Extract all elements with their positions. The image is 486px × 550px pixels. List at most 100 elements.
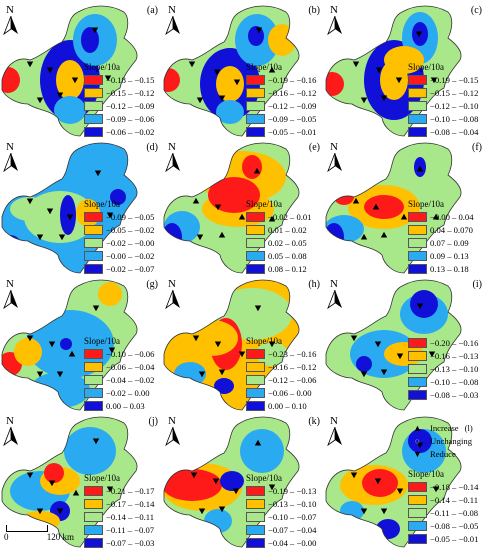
- trend-key: ▲ Increase (l) ○ Unchanging ▼ Reduce: [408, 421, 473, 460]
- legend-range: 0.13 – 0.18: [430, 263, 469, 274]
- trend-map: [325, 5, 462, 137]
- legend-swatch: [84, 348, 103, 359]
- station-increase-marker: [218, 231, 226, 238]
- slope-zone: [410, 290, 438, 318]
- legend-item: −0.13 – −0.10: [408, 362, 478, 375]
- station-reduce-marker: [396, 488, 404, 495]
- station-increase-marker: [416, 165, 424, 172]
- north-letter: N: [168, 141, 176, 153]
- north-arrow-icon: N: [3, 4, 19, 36]
- station-increase-marker: [380, 231, 388, 238]
- legend-item: −0.05 – −0.01: [408, 532, 478, 545]
- legend-item: −0.08 – −0.04: [408, 125, 478, 137]
- station-reduce-marker: [94, 170, 102, 177]
- legend: Slope/10a −0.10 – −0.06 −0.06 – −0.04 −0.04…: [84, 336, 154, 411]
- station-reduce-marker: [350, 472, 358, 479]
- legend-item: 0.00 – 0.10: [246, 399, 316, 411]
- station-increase-marker: [238, 213, 246, 220]
- legend-range: −0.08 – −0.04: [430, 126, 479, 137]
- legend-range: 0.04 – 0.070: [430, 224, 473, 235]
- station-reduce-marker: [238, 351, 246, 358]
- slope-zone: [214, 378, 234, 394]
- legend: Slope/10a −0.09 – −0.05 −0.05 – −0.02 −0.02…: [84, 199, 154, 274]
- map-panel: N Slope/10a −0.18 – −0.14 −0.14 – −0.11 −0.1…: [324, 411, 486, 548]
- legend-title: Slope/10a: [246, 473, 282, 483]
- slope-zone: [376, 519, 400, 539]
- legend-item: −0.10 – −0.07: [246, 510, 316, 523]
- legend-swatch: [246, 74, 265, 85]
- legend-range: −0.20 – −0.16: [430, 337, 479, 348]
- trend-key-increase: ▲ Increase (l): [408, 421, 473, 434]
- legend-swatch: [408, 74, 427, 85]
- legend-item: −0.18 – −0.15: [84, 73, 154, 86]
- legend-title: Slope/10a: [408, 199, 444, 209]
- legend-swatch: [408, 211, 427, 222]
- legend-item: −0.19 – −0.15: [408, 73, 478, 86]
- map-panel: (a) N Slope/10a −0.18 – −0.15 −0.15 – −0.12 −…: [0, 0, 162, 137]
- legend-range: −0.06 – −0.04: [106, 361, 155, 372]
- station-reduce-marker: [56, 371, 64, 378]
- trend-map: [163, 279, 300, 411]
- north-arrow-icon: N: [165, 278, 181, 310]
- slope-zone: [334, 189, 354, 205]
- legend-title: Slope/10a: [246, 199, 282, 209]
- legend-item: −0.14 – −0.11: [408, 493, 478, 506]
- legend-item: −0.11 – −0.07: [84, 523, 154, 536]
- legend-swatch: [408, 126, 427, 137]
- legend-range: −0.19 – −0.16: [268, 74, 317, 85]
- station-reduce-marker: [36, 508, 44, 515]
- legend-swatch: [84, 224, 103, 235]
- region-boundary: [325, 142, 462, 274]
- legend-swatch: [84, 485, 103, 496]
- legend-swatch: [246, 511, 265, 522]
- legend: Slope/10a −0.19 – −0.16 −0.16 – −0.12 −0.12…: [246, 62, 316, 137]
- north-letter: N: [168, 415, 176, 427]
- legend-swatch: [408, 87, 427, 98]
- station-reduce-marker: [214, 341, 222, 348]
- north-arrow-icon: N: [327, 415, 343, 447]
- legend-range: −0.15 – −0.12: [106, 87, 155, 98]
- legend-title: Slope/10a: [84, 336, 120, 346]
- region-boundary: [1, 416, 138, 548]
- legend-item: −0.19 – −0.13: [246, 484, 316, 497]
- legend: Slope/10a −0.00 – 0.04 0.04 – 0.070 0.07 – …: [408, 199, 474, 274]
- legend-range: 0.00 – 0.03: [106, 400, 145, 411]
- slope-zone: [362, 469, 398, 497]
- scale-bar-line: [6, 525, 48, 532]
- station-reduce-marker: [192, 335, 200, 342]
- station-increase-marker: [268, 215, 276, 222]
- legend-range: −0.08 – −0.05: [430, 520, 479, 531]
- legend-range: −0.23 – −0.16: [268, 348, 317, 359]
- legend-item: −0.09 – −0.05: [246, 112, 316, 125]
- slope-zone: [81, 27, 99, 53]
- trend-map: [1, 142, 138, 274]
- legend-swatch: [408, 113, 427, 124]
- legend-range: −0.16 – −0.13: [430, 350, 479, 361]
- map-panel: (d) N Slope/10a −0.09 – −0.05 −0.05 – −0.02 −…: [0, 137, 162, 274]
- legend-range: −0.21 – −0.17: [106, 485, 155, 496]
- station-reduce-marker: [428, 351, 436, 358]
- station-reduce-marker: [213, 69, 221, 76]
- reduce-symbol-icon: ▼: [413, 448, 422, 459]
- legend-item: 0.07 – 0.09: [408, 236, 474, 249]
- panel-label: (h): [308, 279, 320, 290]
- legend-item: −0.13 – −0.10: [246, 497, 316, 510]
- north-arrow-icon: N: [3, 141, 19, 173]
- legend-swatch: [84, 374, 103, 385]
- legend-item: −0.12 – −0.06: [246, 373, 316, 386]
- trend-map: [163, 416, 300, 548]
- legend-item: −0.09 – −0.05: [84, 210, 154, 223]
- station-increase-marker: [192, 197, 200, 204]
- legend-range: −0.06 – −0.02: [106, 126, 155, 137]
- legend-title: Slope/10a: [408, 62, 444, 72]
- legend-range: −0.13 – −0.10: [430, 363, 479, 374]
- trend-key-reduce: ▼ Reduce: [408, 447, 473, 460]
- legend-title: Slope/10a: [84, 473, 120, 483]
- legend-swatch: [84, 387, 103, 398]
- north-letter: N: [6, 278, 14, 290]
- trend-map: [1, 279, 138, 411]
- slope-zone: [44, 463, 64, 483]
- trend-map: [325, 142, 462, 274]
- legend-swatch: [408, 237, 427, 248]
- slope-zone: [164, 223, 182, 251]
